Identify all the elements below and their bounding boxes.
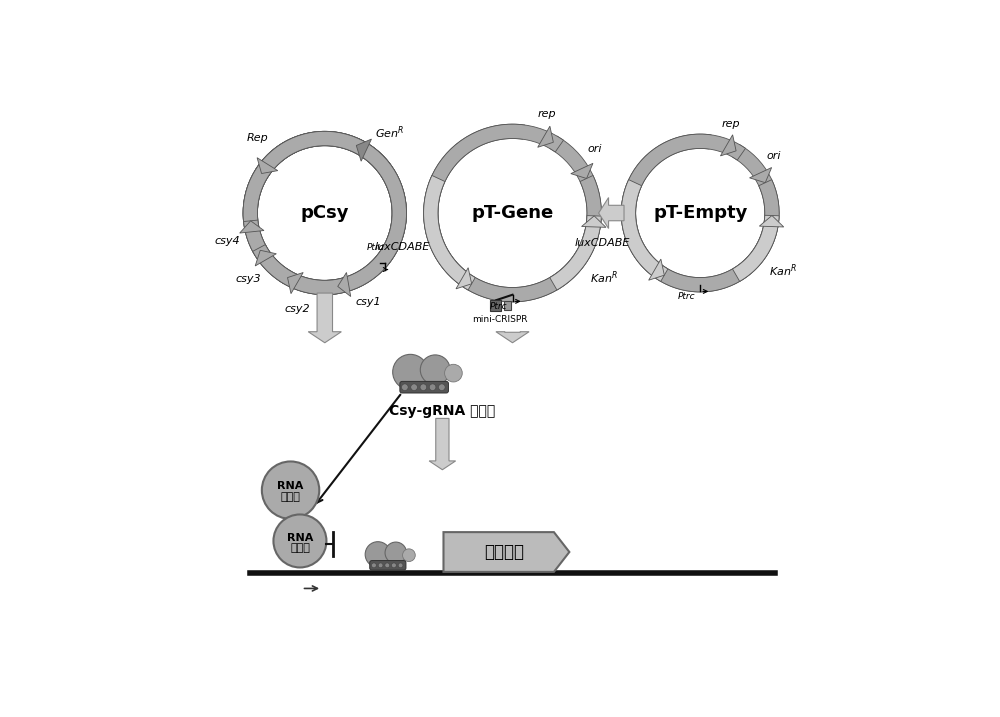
Text: Ptrc: Ptrc [490, 303, 508, 311]
Polygon shape [571, 163, 593, 179]
Circle shape [262, 462, 319, 519]
Polygon shape [424, 124, 601, 302]
Polygon shape [496, 332, 529, 343]
Circle shape [420, 355, 450, 385]
Polygon shape [759, 216, 784, 227]
Polygon shape [356, 139, 371, 161]
Text: rep: rep [537, 109, 556, 119]
Circle shape [385, 563, 390, 568]
Polygon shape [649, 259, 664, 280]
Text: csy1: csy1 [356, 298, 381, 308]
Polygon shape [550, 216, 601, 290]
Text: Kan$^R$: Kan$^R$ [769, 262, 796, 279]
Polygon shape [443, 532, 569, 572]
Polygon shape [240, 221, 264, 233]
Text: RNA: RNA [277, 481, 304, 491]
Text: Ptrc: Ptrc [678, 293, 695, 301]
FancyBboxPatch shape [400, 381, 448, 393]
Circle shape [393, 354, 428, 389]
Text: 聚合酶: 聚合酶 [281, 493, 300, 503]
Polygon shape [257, 158, 278, 174]
Circle shape [411, 384, 417, 391]
Circle shape [398, 563, 403, 568]
Polygon shape [424, 176, 475, 290]
Polygon shape [621, 180, 668, 281]
Circle shape [392, 563, 396, 568]
Circle shape [420, 384, 427, 391]
Polygon shape [243, 131, 406, 295]
Text: mini-CRISPR: mini-CRISPR [473, 315, 528, 323]
Text: Csy-gRNA 复合体: Csy-gRNA 复合体 [389, 404, 496, 418]
Polygon shape [621, 134, 779, 292]
Text: Rep: Rep [246, 133, 268, 143]
Polygon shape [308, 293, 341, 343]
Polygon shape [255, 139, 296, 177]
Text: ori: ori [766, 151, 781, 161]
Circle shape [372, 563, 376, 568]
Text: ori: ori [587, 144, 602, 154]
Circle shape [445, 364, 462, 382]
FancyBboxPatch shape [504, 301, 511, 310]
Text: pCsy: pCsy [301, 204, 349, 222]
FancyBboxPatch shape [490, 300, 501, 311]
Polygon shape [733, 215, 779, 281]
Text: rep: rep [721, 119, 740, 129]
Circle shape [273, 515, 326, 567]
Text: pT-Empty: pT-Empty [653, 204, 747, 222]
Polygon shape [424, 124, 601, 302]
Circle shape [365, 541, 391, 567]
Circle shape [385, 542, 407, 564]
Text: csy3: csy3 [236, 275, 261, 285]
Polygon shape [538, 126, 553, 147]
Text: RNA: RNA [287, 533, 313, 543]
Text: Ptrc: Ptrc [367, 243, 385, 252]
Polygon shape [243, 131, 406, 295]
Text: csy2: csy2 [285, 303, 310, 313]
Circle shape [402, 384, 408, 391]
Polygon shape [599, 198, 624, 229]
Polygon shape [255, 250, 276, 266]
Text: luxCDABE: luxCDABE [574, 238, 630, 248]
Polygon shape [429, 419, 456, 470]
Polygon shape [456, 267, 472, 289]
Text: 聚合酶: 聚合酶 [290, 543, 310, 553]
Polygon shape [582, 216, 606, 227]
Polygon shape [288, 272, 303, 294]
Polygon shape [243, 131, 406, 295]
Text: 靶标基因: 靶标基因 [484, 543, 524, 561]
Circle shape [378, 563, 383, 568]
Text: csy4: csy4 [215, 236, 240, 246]
Polygon shape [621, 134, 779, 292]
Polygon shape [338, 272, 351, 297]
Text: Gen$^R$: Gen$^R$ [375, 125, 404, 141]
Polygon shape [750, 168, 772, 183]
Circle shape [439, 384, 445, 391]
Circle shape [403, 549, 415, 561]
Text: Kan$^R$: Kan$^R$ [590, 269, 618, 285]
Circle shape [429, 384, 436, 391]
Polygon shape [720, 135, 736, 156]
Text: luxCDABE: luxCDABE [375, 242, 430, 252]
Polygon shape [243, 131, 406, 295]
Text: pT-Gene: pT-Gene [471, 204, 554, 222]
FancyBboxPatch shape [370, 561, 406, 570]
Polygon shape [353, 139, 390, 173]
